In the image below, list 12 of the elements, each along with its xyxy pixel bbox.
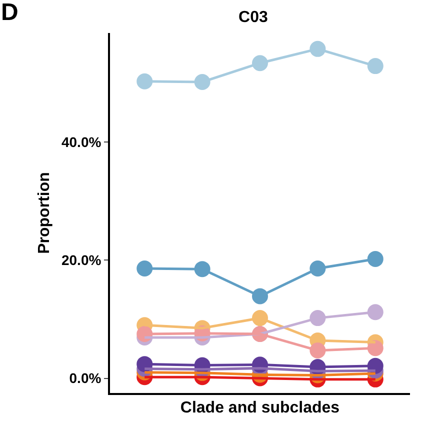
chart-title: C03 [238, 8, 268, 26]
y-tick-label: 40.0% [61, 134, 102, 150]
point [367, 251, 384, 268]
point [367, 304, 384, 320]
point [136, 260, 153, 276]
x-axis-title: Clade and subclades [180, 400, 340, 417]
point [367, 58, 384, 74]
y-tick-label: 0.0% [69, 370, 102, 386]
y-axis-title: Proportion [36, 172, 53, 254]
y-tick-label: 20.0% [61, 252, 102, 268]
text: D [1, 0, 18, 26]
point [136, 73, 153, 90]
